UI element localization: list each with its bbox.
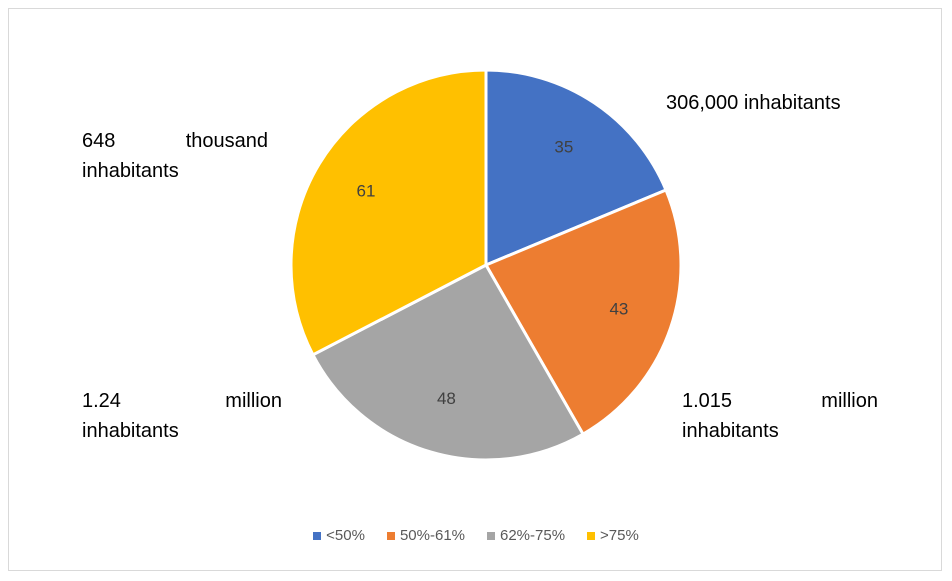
legend-item: >75% <box>587 527 639 544</box>
pie-data-label: 43 <box>609 300 628 319</box>
annotation-line: 1.24 million <box>82 390 282 412</box>
pie-slice <box>484 68 668 267</box>
legend-item: 62%-75% <box>487 527 565 544</box>
legend-item: <50% <box>313 527 365 544</box>
annotation-slice-3: 1.24 million inhabitants <box>82 386 282 446</box>
legend-swatch-icon <box>487 531 495 540</box>
annotation-line: inhabitants <box>82 160 179 182</box>
annotation-line: inhabitants <box>82 420 179 442</box>
legend-swatch-icon <box>313 531 322 540</box>
pie-slice <box>289 68 488 357</box>
annotation-slice-4: 648 thousand inhabitants <box>82 126 268 186</box>
legend-swatch-icon <box>587 531 596 540</box>
annotation-line: 648 thousand <box>82 130 268 152</box>
legend-item: 50%-61% <box>386 527 465 544</box>
annotation-line: inhabitants <box>682 420 779 442</box>
legend-label: 50%-61% <box>399 527 465 544</box>
annotation-line: 1.015 million <box>682 390 878 412</box>
legend: <50% 50%-61% 62%-75% >75% <box>0 527 952 544</box>
legend-label: >75% <box>600 527 639 544</box>
annotation-line: 306,000 inhabitants <box>666 92 841 114</box>
pie-data-label: 35 <box>554 138 573 157</box>
annotation-slice-1: 306,000 inhabitants <box>666 88 841 118</box>
legend-swatch-icon <box>386 531 395 540</box>
pie-data-label: 48 <box>437 389 456 408</box>
legend-label: <50% <box>326 527 365 544</box>
pie-slice <box>484 188 683 436</box>
pie-slice <box>311 263 585 462</box>
annotation-slice-2: 1.015 million inhabitants <box>682 386 878 446</box>
pie-data-label: 61 <box>357 182 376 201</box>
legend-label: 62%-75% <box>500 527 566 544</box>
